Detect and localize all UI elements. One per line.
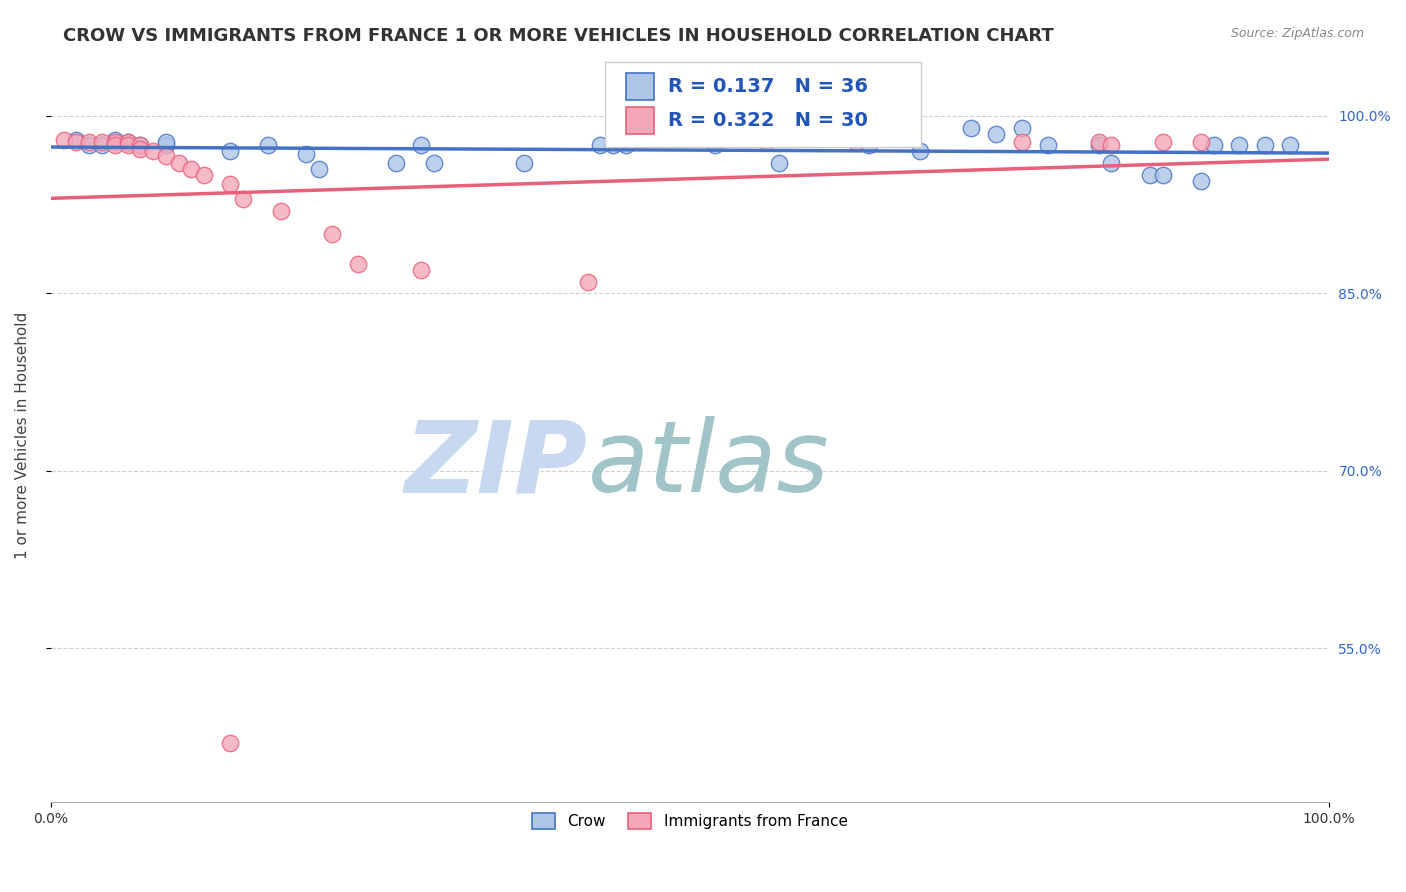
Point [308, 162, 330, 177]
Point [1202, 138, 1225, 153]
Point [129, 142, 152, 156]
Point [129, 138, 152, 153]
Text: R = 0.137   N = 36: R = 0.137 N = 36 [668, 77, 868, 96]
Point [117, 138, 139, 153]
Point [77, 135, 100, 149]
Point [167, 156, 190, 170]
Point [1227, 138, 1250, 153]
Point [52, 132, 75, 146]
Point [65, 132, 87, 146]
Point [1189, 174, 1212, 188]
Point [346, 257, 368, 271]
Point [614, 138, 637, 153]
Text: CROW VS IMMIGRANTS FROM FRANCE 1 OR MORE VEHICLES IN HOUSEHOLD CORRELATION CHART: CROW VS IMMIGRANTS FROM FRANCE 1 OR MORE… [63, 27, 1054, 45]
Text: ZIP: ZIP [405, 417, 588, 513]
Point [1011, 135, 1033, 149]
Point [193, 168, 215, 182]
Point [986, 127, 1008, 141]
Point [180, 162, 202, 177]
Point [512, 156, 534, 170]
Point [1279, 138, 1302, 153]
Point [321, 227, 343, 242]
Point [65, 135, 87, 149]
Point [117, 135, 139, 149]
Point [77, 138, 100, 153]
Point [858, 138, 880, 153]
Point [91, 135, 114, 149]
Point [155, 149, 177, 163]
Point [845, 135, 868, 149]
Point [1087, 138, 1109, 153]
Point [218, 736, 240, 750]
Point [1036, 138, 1059, 153]
Point [218, 178, 240, 192]
Point [155, 138, 177, 153]
Point [589, 138, 612, 153]
Point [1011, 120, 1033, 135]
Point [104, 132, 127, 146]
Point [257, 138, 280, 153]
Point [768, 156, 790, 170]
Y-axis label: 1 or more Vehicles in Household: 1 or more Vehicles in Household [15, 312, 30, 559]
Point [117, 135, 139, 149]
Point [755, 135, 778, 149]
Point [295, 146, 318, 161]
Point [1152, 135, 1174, 149]
Point [704, 138, 727, 153]
Point [411, 138, 433, 153]
Point [1152, 168, 1174, 182]
Point [908, 145, 931, 159]
Point [142, 145, 165, 159]
Point [1099, 138, 1122, 153]
Point [270, 203, 292, 218]
Point [602, 138, 624, 153]
Text: Source: ZipAtlas.com: Source: ZipAtlas.com [1230, 27, 1364, 40]
Point [960, 120, 983, 135]
Point [104, 138, 127, 153]
Point [231, 192, 253, 206]
Point [218, 145, 240, 159]
Point [91, 138, 114, 153]
Point [1254, 138, 1277, 153]
Text: R = 0.322   N = 30: R = 0.322 N = 30 [668, 111, 868, 130]
Legend: Crow, Immigrants from France: Crow, Immigrants from France [526, 806, 853, 835]
Point [423, 156, 446, 170]
Point [129, 138, 152, 153]
Point [155, 135, 177, 149]
Point [104, 135, 127, 149]
Point [1139, 168, 1161, 182]
Text: atlas: atlas [588, 417, 830, 513]
Point [1087, 135, 1109, 149]
Point [1099, 156, 1122, 170]
Point [385, 156, 408, 170]
Point [576, 275, 599, 289]
Point [1189, 135, 1212, 149]
Point [411, 262, 433, 277]
